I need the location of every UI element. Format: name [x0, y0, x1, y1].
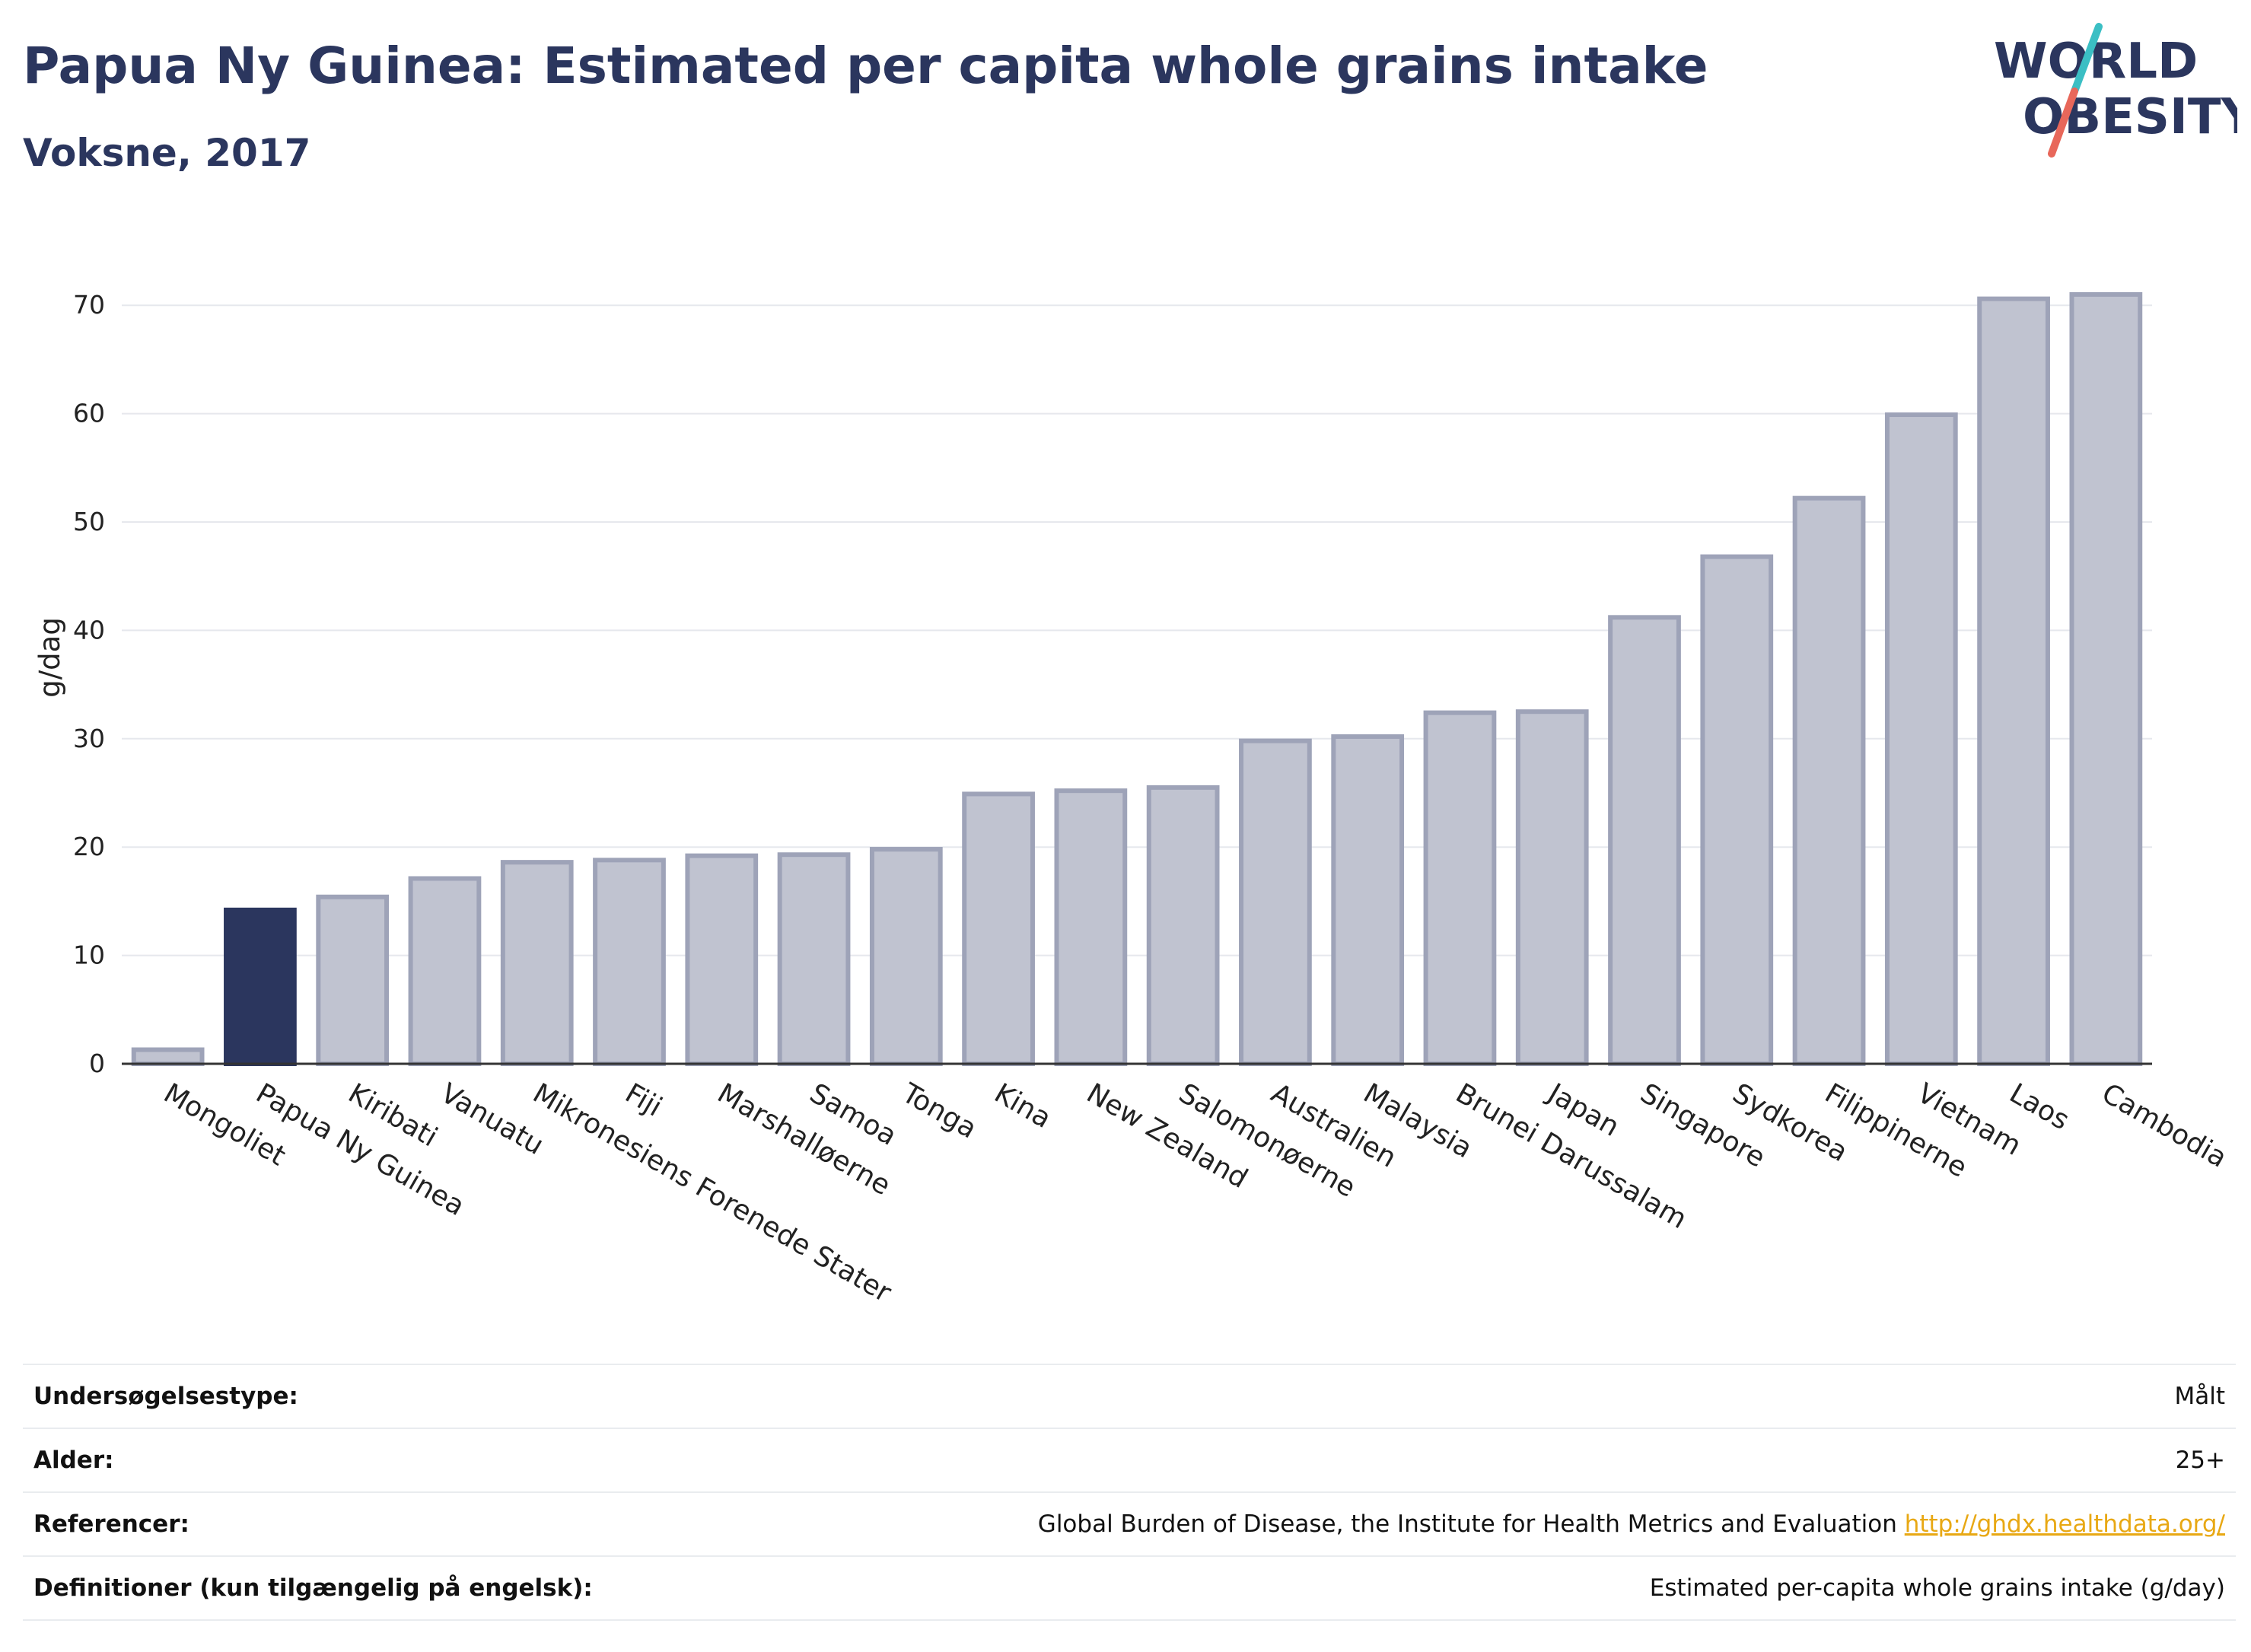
info-key: Referencer:: [23, 1491, 741, 1556]
info-value: Målt: [740, 1364, 2236, 1428]
x-tick-label: Kina: [989, 1077, 1056, 1135]
info-row-survey-type: Undersøgelsestype: Målt: [23, 1364, 2236, 1428]
bar: [962, 791, 1035, 1066]
bar: [224, 907, 297, 1066]
reference-text: Global Burden of Disease, the Institute …: [1037, 1510, 1897, 1538]
bar: [1331, 734, 1405, 1067]
bar: [1146, 785, 1220, 1066]
x-tick-label: Tonga: [896, 1077, 982, 1145]
logo-slash-top: [2071, 23, 2103, 95]
y-tick-label: 30: [73, 724, 105, 753]
bar: [1239, 738, 1312, 1066]
y-tick-label: 40: [73, 615, 105, 645]
x-tick-label: New Zealand: [1081, 1077, 1253, 1195]
y-tick-label: 10: [73, 941, 105, 970]
bar: [1792, 495, 1866, 1066]
info-value: Estimated per-capita whole grains intake…: [740, 1555, 2236, 1621]
bar: [1608, 615, 1681, 1066]
y-tick-label: 20: [73, 832, 105, 861]
info-key: Definitioner (kun tilgængelig på engelsk…: [23, 1555, 741, 1621]
y-tick-label: 60: [73, 399, 105, 428]
logo-slash-bottom: [2048, 88, 2078, 158]
bar: [593, 858, 666, 1066]
bar: [1423, 710, 1497, 1067]
bar: [316, 894, 390, 1066]
y-tick-label: 0: [89, 1049, 105, 1078]
x-tick-label: Fiji: [620, 1077, 667, 1123]
y-tick-label: 70: [73, 290, 105, 320]
bar: [1054, 788, 1128, 1066]
info-row-age: Alder: 25+: [23, 1428, 2236, 1492]
bar: [131, 1047, 205, 1067]
reference-link[interactable]: http://ghdx.healthdata.org/: [1904, 1510, 2225, 1538]
info-table: Undersøgelsestype: Målt Alder: 25+ Refer…: [23, 1364, 2236, 1621]
info-value: 25+: [740, 1428, 2236, 1492]
info-value-references: Global Burden of Disease, the Institute …: [740, 1491, 2236, 1556]
bar: [685, 853, 759, 1067]
y-axis-label: g/dag: [33, 617, 66, 698]
bar: [500, 860, 574, 1066]
info-row-definitions: Definitioner (kun tilgængelig på engelsk…: [23, 1555, 2236, 1621]
x-tick-label: Cambodia: [2097, 1077, 2232, 1174]
info-row-references: Referencer: Global Burden of Disease, th…: [23, 1491, 2236, 1556]
page-subtitle: Voksne, 2017: [23, 131, 311, 175]
bar: [869, 847, 943, 1066]
bar: [2069, 291, 2143, 1066]
bar: [1700, 554, 1774, 1066]
bar: [777, 852, 851, 1066]
world-obesity-logo: WORLD OBESITY: [1994, 23, 2237, 158]
info-key: Alder:: [23, 1428, 741, 1492]
info-key: Undersøgelsestype:: [23, 1364, 741, 1428]
page-title: Papua Ny Guinea: Estimated per capita wh…: [23, 37, 1708, 95]
bar: [1884, 412, 1958, 1066]
bar: [1515, 709, 1589, 1066]
y-tick-label: 50: [73, 507, 105, 536]
bar: [408, 876, 482, 1066]
bar: [1977, 296, 2050, 1066]
x-tick-label: Vanuatu: [435, 1077, 549, 1161]
